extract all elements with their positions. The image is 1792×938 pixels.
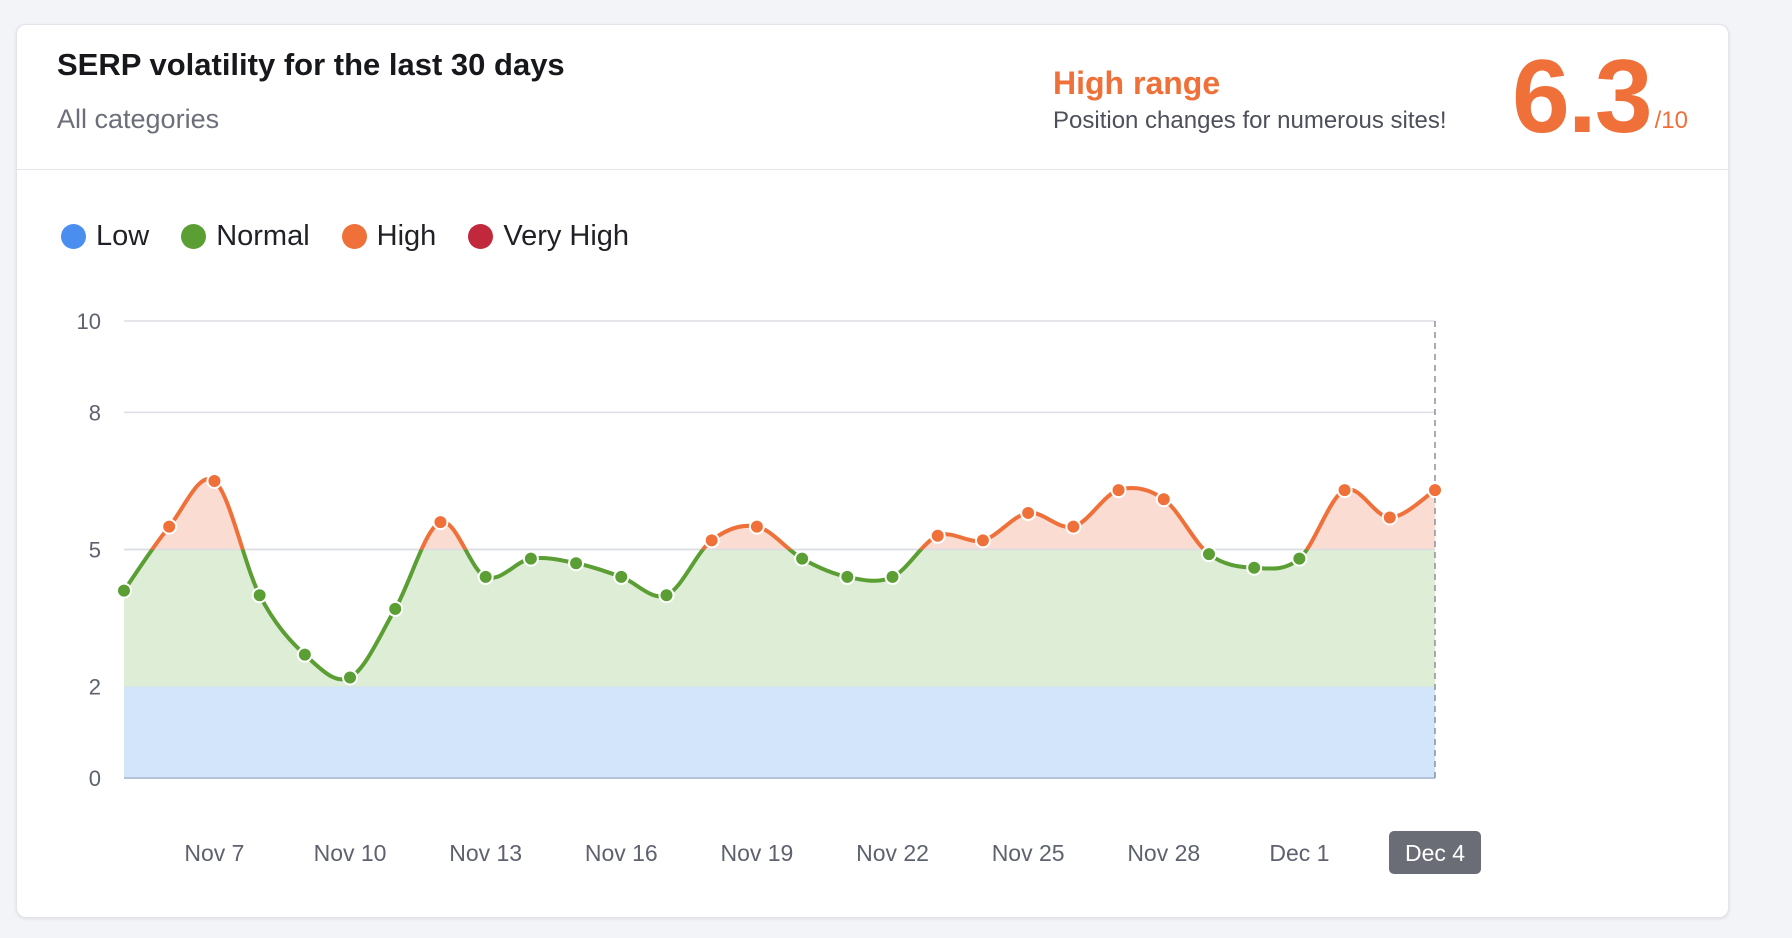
data-point-27[interactable] xyxy=(1291,550,1308,567)
x-tick-label[interactable]: Nov 28 xyxy=(1127,840,1200,866)
data-point-25[interactable] xyxy=(1200,546,1217,563)
category-subtitle[interactable]: All categories xyxy=(57,104,220,134)
y-tick-label-2: 2 xyxy=(89,675,101,700)
data-point-1[interactable] xyxy=(116,582,132,599)
legend-dot-normal xyxy=(181,224,207,249)
legend-item-normal[interactable]: Normal xyxy=(181,220,310,253)
data-point-13[interactable] xyxy=(658,587,675,604)
y-tick-label-0: 0 xyxy=(89,766,101,791)
data-point-17[interactable] xyxy=(839,568,856,585)
x-tick-label[interactable]: Nov 25 xyxy=(992,840,1065,866)
data-point-14[interactable] xyxy=(703,532,720,549)
score-max: /10 xyxy=(1654,107,1688,134)
x-tick-label[interactable]: Nov 16 xyxy=(585,840,658,866)
legend-dot-low xyxy=(61,224,86,249)
x-tick-label[interactable]: Nov 19 xyxy=(720,840,793,866)
legend-item-very-high[interactable]: Very High xyxy=(468,220,629,253)
legend-dot-very-high xyxy=(468,224,494,249)
legend-item-high[interactable]: High xyxy=(341,220,437,253)
x-tick-label[interactable]: Nov 22 xyxy=(856,840,929,866)
volatility-chart: 0 2 5 8 10 Nov 7 Nov 10 Nov 13 Nov 16 Nov 19 Nov 2… xyxy=(77,309,1481,874)
active-date-pill xyxy=(1389,831,1481,874)
data-point-7[interactable] xyxy=(387,600,404,617)
data-point-20[interactable] xyxy=(974,532,991,549)
data-point-18[interactable] xyxy=(884,568,901,585)
low-band xyxy=(124,686,1435,778)
x-tick-label-active[interactable]: Dec 4 xyxy=(1405,840,1465,866)
y-tick-label-8: 8 xyxy=(89,400,101,425)
data-point-26[interactable] xyxy=(1246,559,1263,576)
data-point-23[interactable] xyxy=(1110,482,1127,499)
data-point-15[interactable] xyxy=(748,518,765,535)
x-tick-label[interactable]: Nov 13 xyxy=(449,840,522,866)
data-point-5[interactable] xyxy=(296,646,313,663)
data-point-2[interactable] xyxy=(161,518,178,535)
x-tick-label[interactable]: Nov 10 xyxy=(314,840,387,866)
data-point-30[interactable] xyxy=(1427,482,1443,499)
x-tick-label[interactable]: Dec 1 xyxy=(1269,840,1329,866)
data-point-8[interactable] xyxy=(432,514,449,531)
score-value: 6.3 xyxy=(1512,39,1653,155)
data-point-11[interactable] xyxy=(568,555,585,572)
data-point-4[interactable] xyxy=(251,587,268,604)
legend-label-very-high: Very High xyxy=(503,220,630,252)
legend-label-normal: Normal xyxy=(216,220,310,252)
range-description: Position changes for numerous sites! xyxy=(1053,107,1447,134)
chart-legend: Low Normal High Very High xyxy=(61,220,661,253)
score-display: 6.3 /10 xyxy=(1512,45,1688,149)
legend-item-low[interactable]: Low xyxy=(61,220,149,253)
data-point-6[interactable] xyxy=(342,669,359,686)
card-header: SERP volatility for the last 30 days All… xyxy=(17,25,1728,170)
y-tick-label-5: 5 xyxy=(89,538,101,563)
legend-label-low: Low xyxy=(96,220,150,252)
data-point-10[interactable] xyxy=(522,550,539,567)
x-tick-label[interactable]: Nov 7 xyxy=(184,840,244,866)
data-point-22[interactable] xyxy=(1065,518,1082,535)
legend-label-high: High xyxy=(376,220,437,252)
normal-area xyxy=(124,549,1435,687)
y-tick-label-10: 10 xyxy=(77,309,101,334)
data-point-9[interactable] xyxy=(477,568,494,585)
data-point-28[interactable] xyxy=(1336,482,1353,499)
serp-volatility-card: SERP volatility for the last 30 days All… xyxy=(16,24,1729,918)
range-label: High range xyxy=(1053,65,1221,101)
legend-dot-high xyxy=(341,224,367,249)
data-point-29[interactable] xyxy=(1381,509,1398,526)
data-point-16[interactable] xyxy=(794,550,811,567)
data-point-3[interactable] xyxy=(206,472,223,489)
data-point-21[interactable] xyxy=(1020,504,1037,521)
card-title: SERP volatility for the last 30 days xyxy=(57,47,565,82)
data-point-19[interactable] xyxy=(929,527,946,544)
data-point-24[interactable] xyxy=(1155,491,1172,508)
data-point-12[interactable] xyxy=(613,568,630,585)
